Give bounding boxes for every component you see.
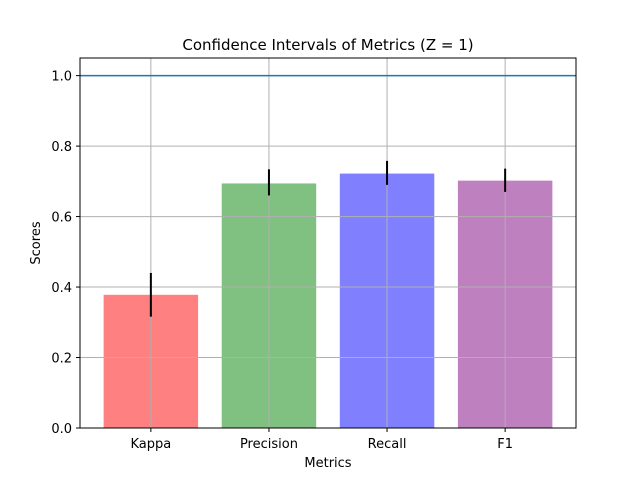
chart-title: Confidence Intervals of Metrics (Z = 1) [182, 36, 473, 54]
x-tick-label: Recall [368, 437, 407, 452]
y-tick-label: 0.8 [51, 140, 72, 155]
y-tick-label: 0.0 [51, 422, 72, 437]
x-tick-label: Kappa [130, 437, 171, 452]
y-tick-label: 1.0 [51, 70, 72, 85]
x-tick-label: Precision [240, 437, 298, 452]
axes-frame [79, 57, 577, 429]
x-tick-label: F1 [497, 437, 513, 452]
plot-area: 0.0 0.2 0.4 0.6 0.8 1.0 Kappa Precision Recall F1 [51, 57, 577, 452]
y-tick-label: 0.4 [51, 281, 72, 296]
y-tick-label: 0.2 [51, 352, 72, 367]
y-axis-title: Scores [29, 221, 44, 264]
y-tick-label: 0.6 [51, 211, 72, 226]
x-axis-title: Metrics [304, 456, 351, 471]
